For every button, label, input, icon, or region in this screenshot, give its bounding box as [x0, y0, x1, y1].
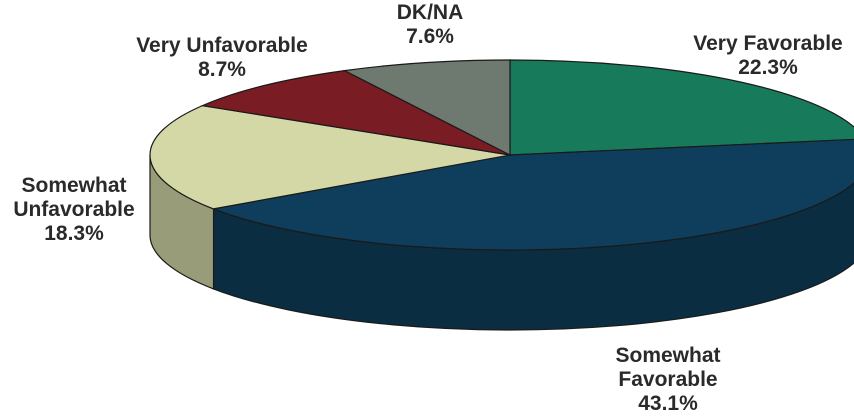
- pie-label-very-favorable: Very Favorable 22.3%: [693, 32, 842, 79]
- pie-label-somewhat-unfavorable: Somewhat Unfavorable 18.3%: [13, 174, 134, 245]
- pie-slice-very-favorable: [509, 59, 854, 156]
- pie-top-faces: [149, 59, 854, 251]
- pie-labels: Very Favorable 22.3% Somewhat Favorable 43.1…: [13, 1, 842, 415]
- pie-slice-somewhat-favorable: [211, 138, 854, 251]
- pie-slice-somewhat-unfavorable: [149, 104, 511, 210]
- pie-label-very-unfavorable: Very Unfavorable 8.7%: [136, 34, 308, 81]
- pie-label-dk-na: DK/NA 7.6%: [397, 1, 464, 48]
- pie-slice-very-unfavorable: [200, 70, 511, 156]
- pie-label-somewhat-favorable: Somewhat Favorable 43.1%: [615, 344, 720, 415]
- pie-slice-dk-na: [342, 59, 511, 156]
